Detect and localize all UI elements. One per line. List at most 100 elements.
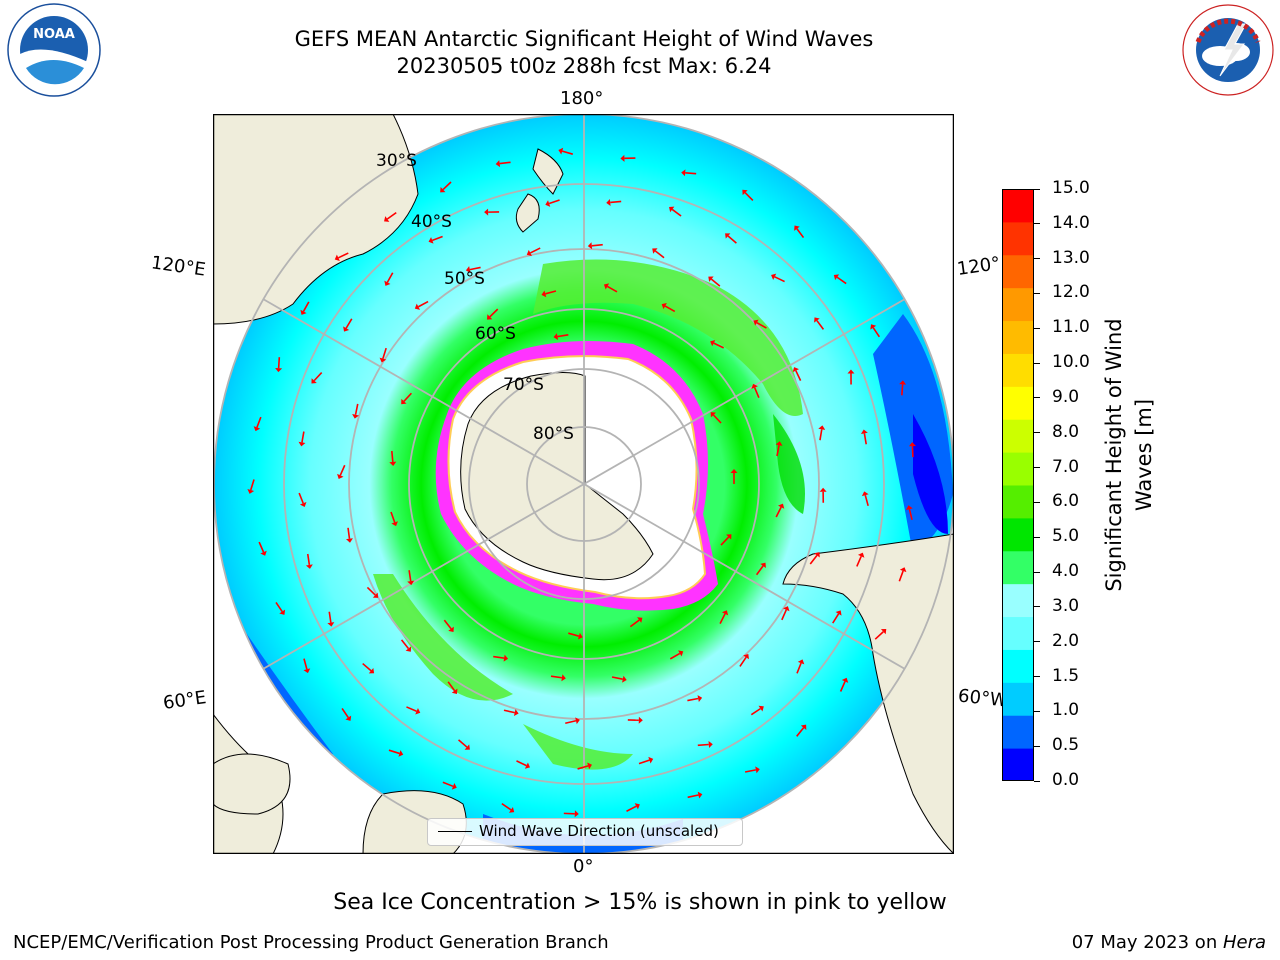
lon-label-60w: 60°W [957, 685, 1009, 712]
wave-direction-arrow [443, 619, 452, 630]
wave-direction-arrow [548, 199, 560, 205]
lon-label-0: 0° [573, 856, 594, 877]
wave-direction-arrow [406, 706, 417, 712]
green-wave-band-west [373, 574, 513, 701]
wave-direction-arrowhead [451, 783, 457, 790]
wave-direction-arrow [545, 290, 557, 295]
lon-label-120e: 120°E [149, 252, 207, 281]
colorbar-tick-label: 6.0 [1052, 491, 1080, 512]
wave-direction-arrow [489, 308, 499, 318]
wave-direction-arrow [727, 235, 737, 244]
colorbar-tick-mark [1034, 188, 1040, 190]
wave-direction-arrowhead [526, 249, 532, 257]
wave-direction-arrow [366, 586, 376, 596]
lat-label-50s: 50°S [444, 269, 485, 289]
wave-direction-arrowhead [428, 237, 434, 244]
wave-direction-arrow [403, 392, 412, 402]
wave-direction-arrow [529, 247, 541, 254]
wave-direction-arrow [591, 243, 603, 247]
wave-direction-arrowhead [797, 659, 805, 665]
wave-direction-arrow [710, 278, 721, 287]
wave-direction-arrowhead [753, 319, 759, 326]
wave-direction-arrowhead [305, 564, 313, 569]
colorbar-title-line1: Significant Height of Wind [1102, 318, 1126, 592]
colorbar-band [1002, 583, 1034, 618]
lat-label-60s: 60°S [475, 324, 516, 344]
wave-direction-arrowhead [311, 378, 317, 384]
wave-direction-arrowhead [783, 606, 790, 612]
wave-direction-arrow [388, 749, 400, 755]
colorbar-band [1002, 452, 1034, 486]
colorbar-tick-mark [1034, 676, 1040, 678]
wave-direction-arrowhead [726, 534, 732, 540]
wave-direction-arrow [898, 570, 904, 582]
wave-direction-arrowhead [464, 744, 470, 750]
wave-direction-arrowhead [414, 303, 421, 310]
wave-direction-arrow [354, 403, 359, 415]
wave-direction-arrow [382, 347, 387, 359]
wave-direction-arrowhead [880, 629, 887, 635]
wave-direction-arrow [516, 760, 527, 767]
wave-direction-arrow [796, 228, 805, 239]
wave-direction-arrowhead [346, 538, 353, 543]
colorbar [1002, 189, 1034, 781]
wave-direction-arrow [347, 527, 351, 539]
colorbar-tick-label: 0.5 [1052, 735, 1080, 756]
nws-logo [1182, 4, 1274, 96]
wave-direction-arrow [390, 511, 396, 523]
wave-direction-arrow [400, 639, 410, 650]
colorbar-band [1002, 616, 1034, 650]
wave-direction-arrow [386, 211, 397, 220]
lat-label-70s: 70°S [503, 375, 544, 395]
lat-label-30s: 30°S [376, 151, 417, 171]
wave-direction-arrowhead [669, 206, 675, 213]
colorbar-tick-mark [1034, 292, 1040, 294]
colorbar-tick-label: 14.0 [1052, 212, 1090, 233]
wave-direction-arrow [499, 161, 511, 165]
wave-direction-arrow [408, 570, 412, 582]
wave-direction-arrow [447, 681, 456, 692]
wave-direction-arrow [458, 739, 468, 748]
wave-direction-arrow [249, 479, 255, 491]
wave-direction-arrowhead [721, 610, 729, 616]
colorbar-band [1002, 550, 1034, 585]
wave-direction-arrowhead [495, 160, 501, 168]
low-wave-patch-east [913, 414, 948, 534]
wave-direction-arrow [697, 743, 709, 747]
wave-direction-arrowhead [861, 491, 869, 497]
wave-direction-arrow [755, 565, 764, 576]
wave-direction-arrowhead [678, 650, 684, 657]
wave-direction-arrow [671, 208, 682, 217]
wave-direction-arrowhead [587, 762, 592, 770]
lon-label-120w: 120° [955, 253, 1002, 280]
wave-direction-arrowhead [575, 717, 580, 725]
wave-direction-arrow [303, 658, 308, 670]
wave-direction-arrow [258, 541, 265, 553]
colorbar-tick-label: 8.0 [1052, 421, 1080, 442]
wave-direction-arrow [339, 464, 346, 476]
colorbar-band [1002, 254, 1034, 289]
colorbar-tick-mark [1034, 223, 1040, 225]
wave-direction-arrowhead [303, 668, 311, 674]
colorbar-tick-label: 2.0 [1052, 630, 1080, 651]
colorbar-tick-label: 4.0 [1052, 561, 1080, 582]
colorbar-tick-mark [1034, 606, 1040, 608]
wave-direction-arrowhead [545, 200, 551, 207]
wave-direction-arrowhead [620, 154, 625, 162]
colorbar-tick-label: 12.0 [1052, 282, 1090, 303]
wave-direction-arrowhead [508, 806, 515, 813]
wave-direction-arrowhead [440, 187, 446, 193]
wave-direction-arrow [550, 675, 563, 679]
wave-direction-arrowhead [681, 169, 686, 177]
wave-direction-arrowhead [279, 609, 286, 615]
wave-direction-arrow [685, 172, 697, 175]
colorbar-tick-mark [1034, 641, 1040, 643]
wave-direction-arrowhead [384, 280, 391, 286]
wave-direction-arrow [774, 276, 785, 283]
wave-direction-arrowhead [484, 208, 489, 216]
colorbar-tick-label: 1.0 [1052, 700, 1080, 721]
wave-direction-arrow [864, 495, 869, 507]
wave-direction-arrow [442, 781, 454, 788]
wave-direction-arrowhead [857, 552, 865, 558]
wave-direction-arrowhead [800, 724, 807, 730]
